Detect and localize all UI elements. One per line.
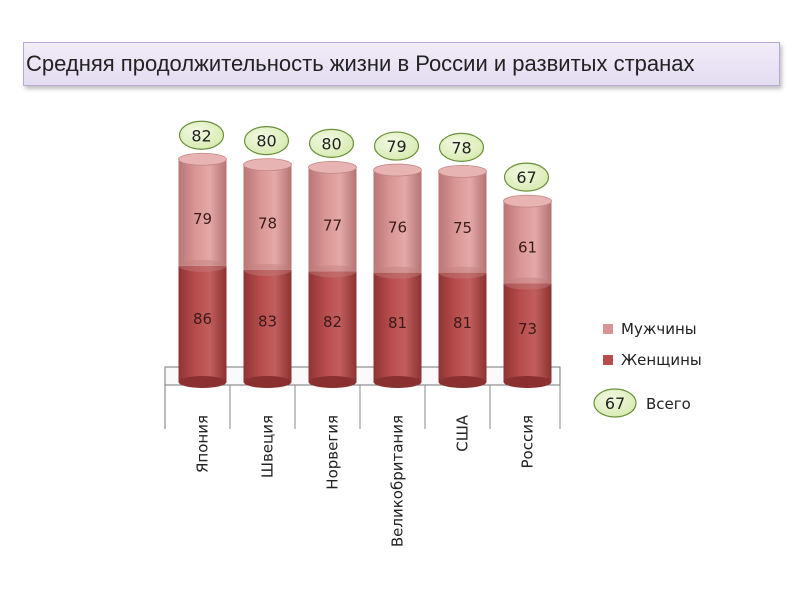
legend-label-total: Всего — [646, 395, 691, 413]
bar-women-base — [243, 376, 292, 388]
legend-label-women: Женщины — [621, 351, 702, 369]
bar-women — [243, 269, 292, 382]
bar-women — [373, 272, 422, 382]
bar-women-base — [438, 376, 487, 388]
category-tick-label: Россия — [519, 415, 537, 469]
total-badge — [438, 132, 485, 162]
total-label: 78 — [451, 138, 471, 157]
bar-men-top — [243, 158, 292, 172]
total-label: 82 — [191, 126, 211, 145]
category-tick-label: Великобритания — [389, 415, 407, 547]
bar-men-top — [178, 152, 227, 166]
bar-women — [178, 265, 227, 382]
data-label-men: 79 — [193, 210, 212, 228]
data-label-women: 81 — [388, 314, 407, 332]
total-label: 80 — [321, 134, 341, 153]
bar-women — [308, 271, 357, 382]
bar-women-base — [503, 376, 552, 388]
total-label: 79 — [386, 137, 406, 156]
bar-men — [503, 201, 552, 284]
title-banner — [23, 42, 780, 86]
bar-men — [178, 159, 227, 266]
bar-men-top — [373, 163, 422, 177]
category-tick-label: Япония — [194, 415, 212, 473]
bar-segment-joint — [373, 266, 422, 279]
total-label: 67 — [516, 168, 536, 187]
total-badge — [373, 131, 420, 161]
data-label-women: 82 — [323, 313, 342, 331]
total-badge — [178, 120, 225, 150]
category-tick-label: США — [454, 414, 472, 452]
bar-men-top — [503, 194, 552, 208]
data-label-men: 77 — [323, 217, 342, 235]
data-label-men: 75 — [453, 219, 472, 237]
bar-women-base — [178, 376, 227, 388]
category-tick-label: Норвегия — [324, 415, 342, 490]
bar-men-top — [308, 160, 357, 174]
total-label: 80 — [256, 132, 276, 151]
total-badge — [503, 162, 550, 192]
bar-men — [438, 171, 487, 273]
chart-title: Средняя продолжительность жизни в России… — [26, 51, 695, 76]
legend-total-badge-value: 67 — [605, 394, 625, 413]
total-badge — [243, 126, 290, 156]
category-tick-label: Швеция — [259, 415, 277, 478]
data-label-women: 83 — [258, 312, 277, 330]
bar-women-base — [373, 376, 422, 388]
bar-men-top — [438, 164, 487, 178]
legend-label-men: Мужчины — [621, 320, 697, 338]
bar-segment-joint — [503, 277, 552, 290]
data-label-women: 81 — [453, 314, 472, 332]
bar-men — [243, 164, 292, 270]
bar-segment-joint — [243, 263, 292, 276]
bar-women-base — [308, 376, 357, 388]
bar-segment-joint — [178, 259, 227, 272]
total-badge — [308, 128, 355, 158]
legend-swatch-women — [603, 355, 613, 365]
bar-men — [373, 170, 422, 273]
bar-women — [438, 272, 487, 382]
data-label-men: 76 — [388, 218, 407, 236]
data-label-men: 78 — [258, 215, 277, 233]
legend-total-badge — [593, 388, 637, 418]
data-label-women: 86 — [193, 310, 212, 328]
bar-women — [503, 283, 552, 382]
bar-segment-joint — [438, 266, 487, 279]
bar-segment-joint — [308, 265, 357, 278]
legend-swatch-men — [603, 324, 613, 334]
data-label-women: 73 — [518, 320, 537, 338]
bar-men — [308, 167, 357, 272]
data-label-men: 61 — [518, 238, 537, 256]
